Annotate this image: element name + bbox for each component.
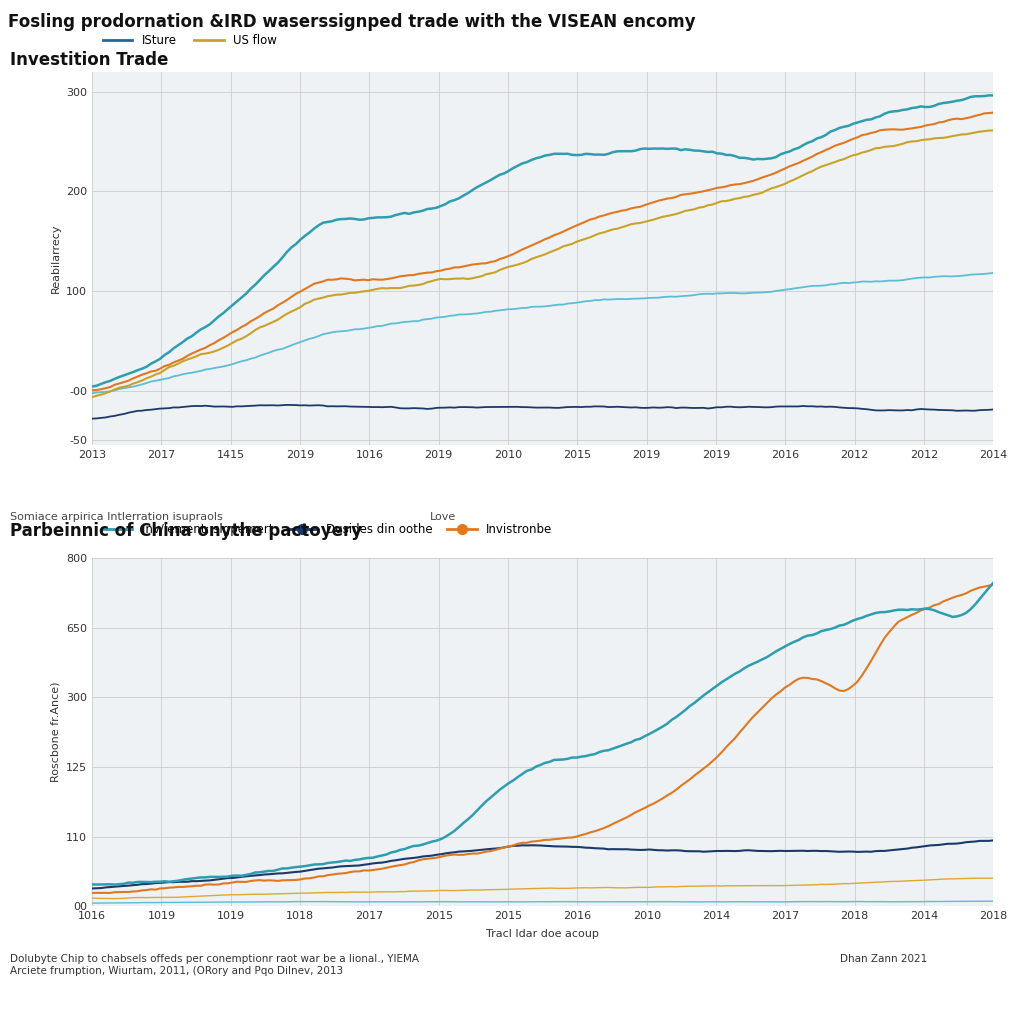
Y-axis label: Roscbone fr.Ance): Roscbone fr.Ance): [50, 682, 60, 782]
Text: Fosling prodornation &IRD waserssignped trade with the VISEAN encomy: Fosling prodornation &IRD waserssignped …: [8, 12, 696, 31]
Text: Investition Trade: Investition Trade: [10, 51, 169, 70]
X-axis label: Tracl Idar doe acoup: Tracl Idar doe acoup: [486, 930, 599, 939]
Legend: Inv/lement: slgpemert, Dusides din oothe, Invistronbe: Inv/lement: slgpemert, Dusides din oothe…: [98, 519, 557, 541]
Text: Dolubyte Chip to chabsels offeds per conemptionr raot war be a lional., YIEMA
Ar: Dolubyte Chip to chabsels offeds per con…: [10, 954, 419, 976]
Text: Parbeinnic of China onythe pactoyery: Parbeinnic of China onythe pactoyery: [10, 522, 362, 541]
Text: Dhan Zann 2021: Dhan Zann 2021: [840, 954, 927, 965]
Legend: ISture, US flow: ISture, US flow: [98, 29, 282, 51]
Text: Love: Love: [430, 512, 457, 522]
Text: Somiace arpirica Intlerration isupraols: Somiace arpirica Intlerration isupraols: [10, 512, 223, 522]
Y-axis label: Reabilarrecy: Reabilarrecy: [50, 224, 60, 293]
